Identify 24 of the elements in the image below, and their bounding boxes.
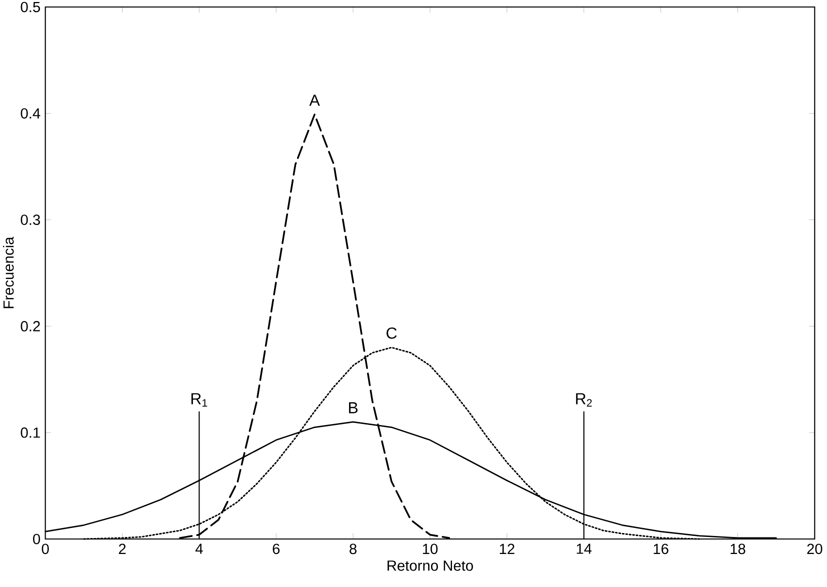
x-tick-label: 8 (350, 544, 356, 554)
x-tick-label: 12 (500, 544, 514, 554)
x-tick-label: 18 (730, 544, 746, 554)
x-tick-label: 20 (807, 544, 822, 554)
x-tick-label: 2 (118, 544, 126, 554)
y-tick-label: 0.3 (20, 214, 40, 225)
x-tick-label: 10 (422, 544, 438, 554)
y-tick-label: 0.2 (20, 321, 40, 332)
y-tick-label: 0.5 (20, 2, 40, 12)
y-tick-label: 0 (33, 534, 40, 544)
series-label: C (386, 327, 397, 339)
x-axis-title: Retorno Neto (388, 560, 473, 571)
y-tick-label: 0.4 (20, 108, 40, 119)
x-tick-label: 0 (42, 544, 49, 554)
x-tick-label: 14 (576, 544, 592, 554)
series-label: A (309, 94, 320, 106)
x-tick-label: 4 (195, 544, 203, 554)
y-tick-label: 0.1 (20, 427, 40, 438)
series-label: B (349, 402, 358, 414)
ref-line-label: R$_{2}$ (576, 393, 592, 407)
x-tick-label: 6 (272, 544, 280, 554)
x-tick-label: 16 (654, 544, 668, 554)
y-axis-title: Frecuencia (2, 236, 14, 308)
ref-line-label: R$_{1}$ (191, 393, 208, 407)
